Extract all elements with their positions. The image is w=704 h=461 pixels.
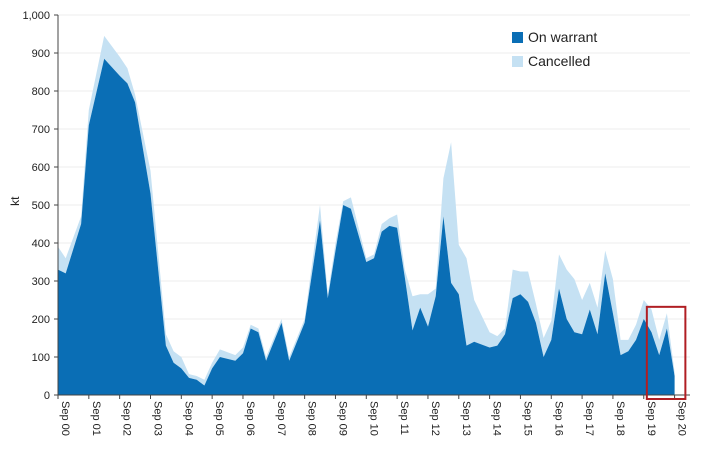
y-tick-label-700: 700: [32, 124, 50, 136]
x-tick-label-18: Sep 18: [614, 401, 626, 436]
x-tick-label-1: Sep 01: [90, 401, 102, 436]
x-tick-label-19: Sep 19: [645, 401, 657, 436]
legend: On warrant Cancelled: [512, 29, 597, 69]
x-tick-label-3: Sep 03: [152, 401, 164, 436]
x-tick-label-14: Sep 14: [491, 401, 503, 436]
y-tick-label-600: 600: [32, 162, 50, 174]
x-tick-label-4: Sep 04: [182, 401, 194, 436]
x-tick-label-12: Sep 12: [429, 401, 441, 436]
series-area-cancelled: [58, 35, 675, 386]
x-tick-label-17: Sep 17: [583, 401, 595, 436]
x-tick-label-0: Sep 00: [59, 401, 71, 436]
legend-swatch-cancelled: [512, 56, 523, 67]
x-tick-label-13: Sep 13: [460, 401, 472, 436]
y-tick-label-300: 300: [32, 276, 50, 288]
x-ticks: Sep 00 Sep 01 Sep 02 Sep 03 Sep 04 Sep 05 Sep …: [57, 395, 688, 436]
y-ticks: 0 100 200 300 400 500 600 700 800 900 1,000: [22, 10, 58, 402]
x-tick-label-2: Sep 02: [121, 401, 133, 436]
y-tick-label-200: 200: [32, 314, 50, 326]
x-tick-label-16: Sep 16: [552, 401, 564, 436]
y-tick-label-400: 400: [32, 238, 50, 250]
stacked-areas: [58, 35, 675, 395]
y-tick-label-800: 800: [32, 86, 50, 98]
x-tick-label-15: Sep 15: [521, 401, 533, 436]
y-tick-label-900: 900: [32, 48, 50, 60]
legend-swatch-on-warrant: [512, 32, 523, 43]
series-area-on-warrant: [58, 58, 675, 395]
y-axis-label: kt: [8, 196, 22, 206]
y-tick-label-0: 0: [44, 390, 50, 402]
x-tick-label-11: Sep 11: [398, 401, 410, 435]
x-tick-label-10: Sep 10: [367, 401, 379, 436]
x-tick-label-5: Sep 05: [213, 401, 225, 436]
legend-label-on-warrant: On warrant: [528, 29, 597, 45]
x-tick-label-6: Sep 06: [244, 401, 256, 436]
x-tick-label-7: Sep 07: [275, 401, 287, 436]
y-tick-label-500: 500: [32, 200, 50, 212]
legend-label-cancelled: Cancelled: [528, 53, 590, 69]
y-tick-label-100: 100: [32, 352, 50, 364]
x-tick-label-20: Sep 20: [676, 401, 688, 436]
x-tick-label-9: Sep 09: [337, 401, 349, 436]
y-tick-label-1000: 1,000: [22, 10, 50, 22]
x-tick-label-8: Sep 08: [306, 401, 318, 436]
highlight-box: [645, 305, 687, 400]
